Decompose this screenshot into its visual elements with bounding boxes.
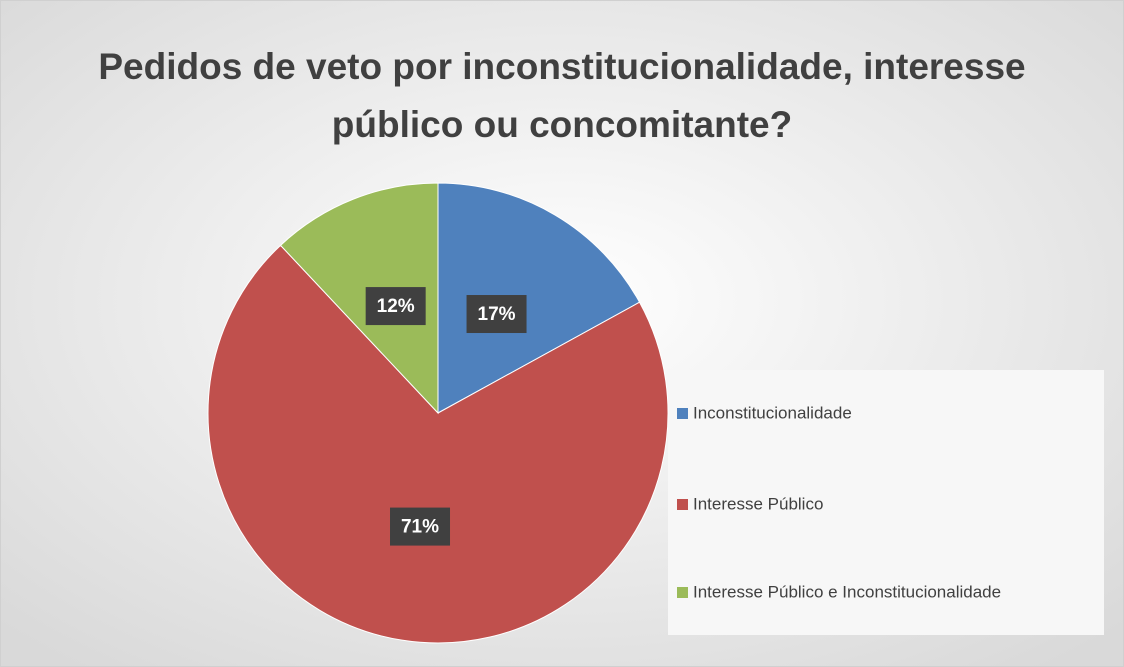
chart-title: Pedidos de veto por inconstitucionalidad… [98,46,1026,145]
data-label-box [466,295,527,334]
data-label-box [365,287,426,326]
legend-swatch [677,499,688,510]
legend-box [668,370,1104,635]
pie-slice [207,244,669,644]
pie-slice [437,182,641,414]
legend-swatch [677,408,688,419]
data-label: 17% [478,304,516,325]
data-label-box [390,507,451,546]
pie-slice [279,182,439,415]
data-label: 12% [377,296,415,317]
data-label: 71% [401,517,439,538]
legend-label: Interesse Público e Inconstitucionalidad… [693,582,1001,601]
legend-label: Interesse Público [693,494,823,513]
legend-label: Inconstitucionalidade [693,403,852,422]
legend-swatch [677,587,688,598]
